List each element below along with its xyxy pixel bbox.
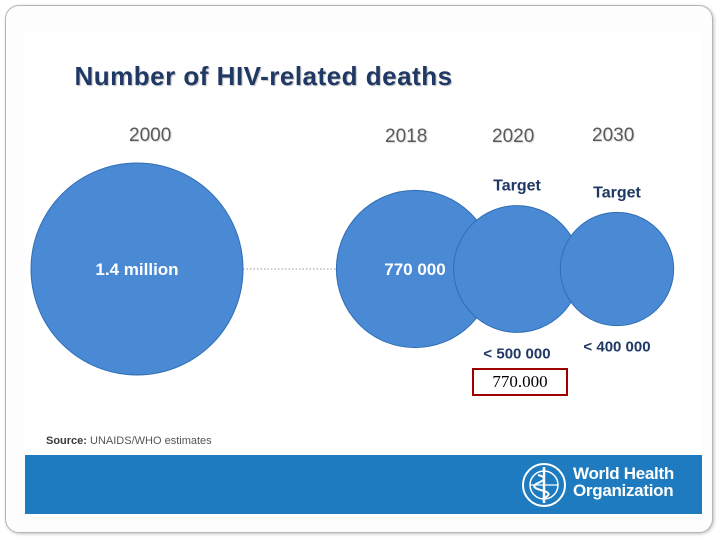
bubble-2030 bbox=[559, 211, 675, 327]
footer-bar: World Health Organization bbox=[25, 455, 702, 514]
bubble-2000 bbox=[30, 162, 244, 376]
year-label-2020: 2020 bbox=[492, 126, 535, 147]
who-emblem-icon bbox=[522, 463, 566, 507]
value-label-2018: 770 000 bbox=[384, 260, 445, 279]
value-label-2030: < 400 000 bbox=[583, 339, 650, 356]
year-label-2030: 2030 bbox=[592, 125, 635, 146]
chart-title: Number of HIV-related deaths bbox=[74, 61, 453, 91]
organization-line-2: Organization bbox=[573, 481, 674, 500]
source-note: Source: UNAIDS/WHO estimates bbox=[46, 435, 212, 447]
slide: Number of HIV-related deaths 2000 2018 2… bbox=[25, 33, 702, 514]
source-label: Source: bbox=[46, 435, 87, 447]
organization-name: World Health Organization bbox=[573, 465, 674, 499]
source-text: UNAIDS/WHO estimates bbox=[90, 435, 212, 447]
year-label-2000: 2000 bbox=[129, 125, 172, 146]
year-label-2018: 2018 bbox=[385, 126, 428, 147]
target-label-2020: Target bbox=[493, 178, 541, 195]
annotation-box: 770.000 bbox=[472, 368, 568, 396]
bubble-chart: 1.4 million 770 000 < 500 000 Target < 400 0… bbox=[30, 162, 675, 376]
value-label-2000: 1.4 million bbox=[95, 260, 178, 279]
value-label-2020: < 500 000 bbox=[483, 345, 550, 362]
organization-line-1: World Health bbox=[573, 464, 674, 483]
target-label-2030: Target bbox=[593, 184, 641, 201]
